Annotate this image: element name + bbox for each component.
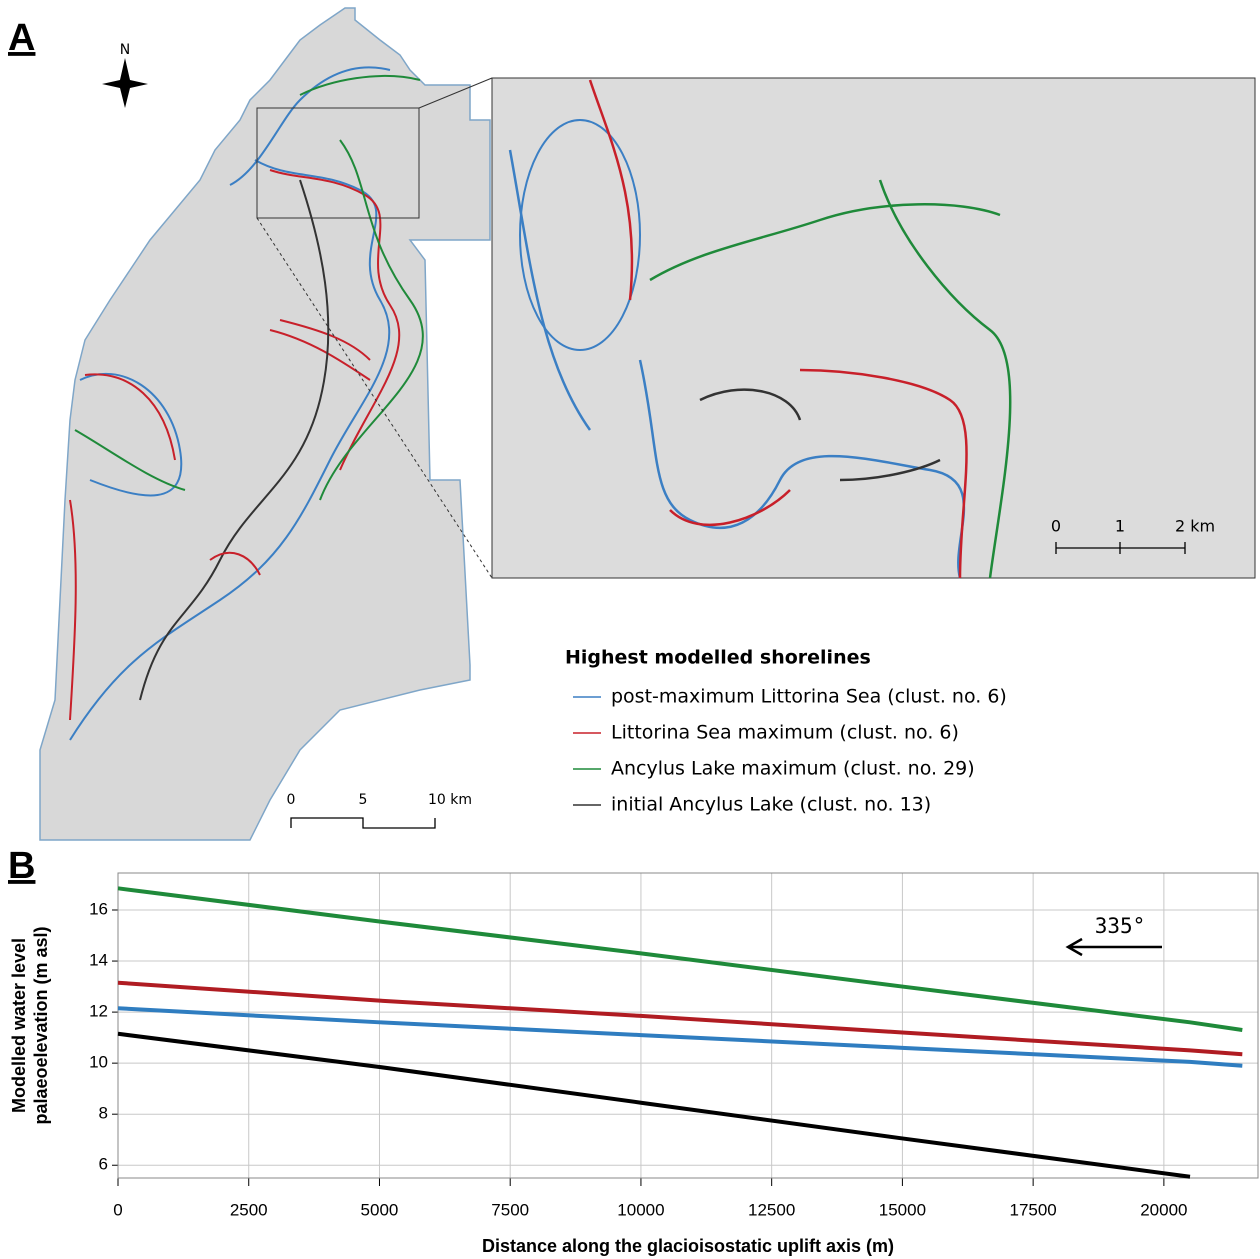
inset-map (492, 78, 1255, 578)
y-tick-label: 6 (99, 1155, 108, 1174)
legend-title: Highest modelled shorelines (565, 647, 871, 669)
scale-bar (291, 818, 435, 828)
x-tick-label: 15000 (879, 1200, 926, 1219)
scale-label: 5 (359, 792, 368, 808)
scale-label: 10 km (428, 792, 472, 808)
y-tick-label: 8 (99, 1104, 108, 1123)
x-axis-title: Distance along the glacioisostatic uplif… (482, 1236, 894, 1256)
x-tick-label: 12500 (748, 1200, 795, 1219)
x-tick-label: 20000 (1140, 1200, 1187, 1219)
north-label: N (120, 42, 130, 58)
x-tick-label: 10000 (617, 1200, 664, 1219)
chart: 6 8 10 12 14 16 0 2500 5000 7500 10000 12500 15000 17… (9, 873, 1258, 1256)
y-tick-label: 16 (89, 899, 108, 918)
map-area (40, 8, 490, 840)
x-tick-label: 5000 (361, 1200, 399, 1219)
figure: A N 0 5 10 km 0 1 2 km Highest modelled … (0, 0, 1260, 1259)
x-tick-label: 17500 (1009, 1200, 1056, 1219)
scale-label: 0 (287, 792, 296, 808)
y-axis-title: Modelled water level (9, 938, 29, 1113)
y-tick-label: 14 (89, 951, 108, 970)
plot-frame (118, 873, 1258, 1178)
scale-label: 2 km (1175, 517, 1215, 536)
x-tick-label: 0 (113, 1200, 122, 1219)
x-tick-label: 7500 (491, 1200, 529, 1219)
legend: post-maximum Littorina Sea (clust. no. 6… (573, 686, 1007, 816)
legend-label: initial Ancylus Lake (clust. no. 13) (611, 794, 931, 816)
direction-arrow (1068, 939, 1162, 955)
scale-label: 0 (1051, 517, 1061, 536)
panel-label: A (8, 17, 35, 59)
y-tick-label: 12 (89, 1002, 108, 1021)
y-tick-label: 10 (89, 1053, 108, 1072)
legend-label: post-maximum Littorina Sea (clust. no. 6… (611, 686, 1007, 708)
scale-label: 1 (1115, 517, 1125, 536)
annotation: 335° (1095, 914, 1146, 938)
x-tick-label: 2500 (230, 1200, 268, 1219)
legend-label: Littorina Sea maximum (clust. no. 6) (611, 722, 959, 744)
panel-label: B (8, 845, 35, 887)
legend-label: Ancylus Lake maximum (clust. no. 29) (611, 758, 975, 780)
north-arrow (102, 58, 148, 108)
y-axis-title: palaeoelevation (m asl) (31, 926, 51, 1124)
